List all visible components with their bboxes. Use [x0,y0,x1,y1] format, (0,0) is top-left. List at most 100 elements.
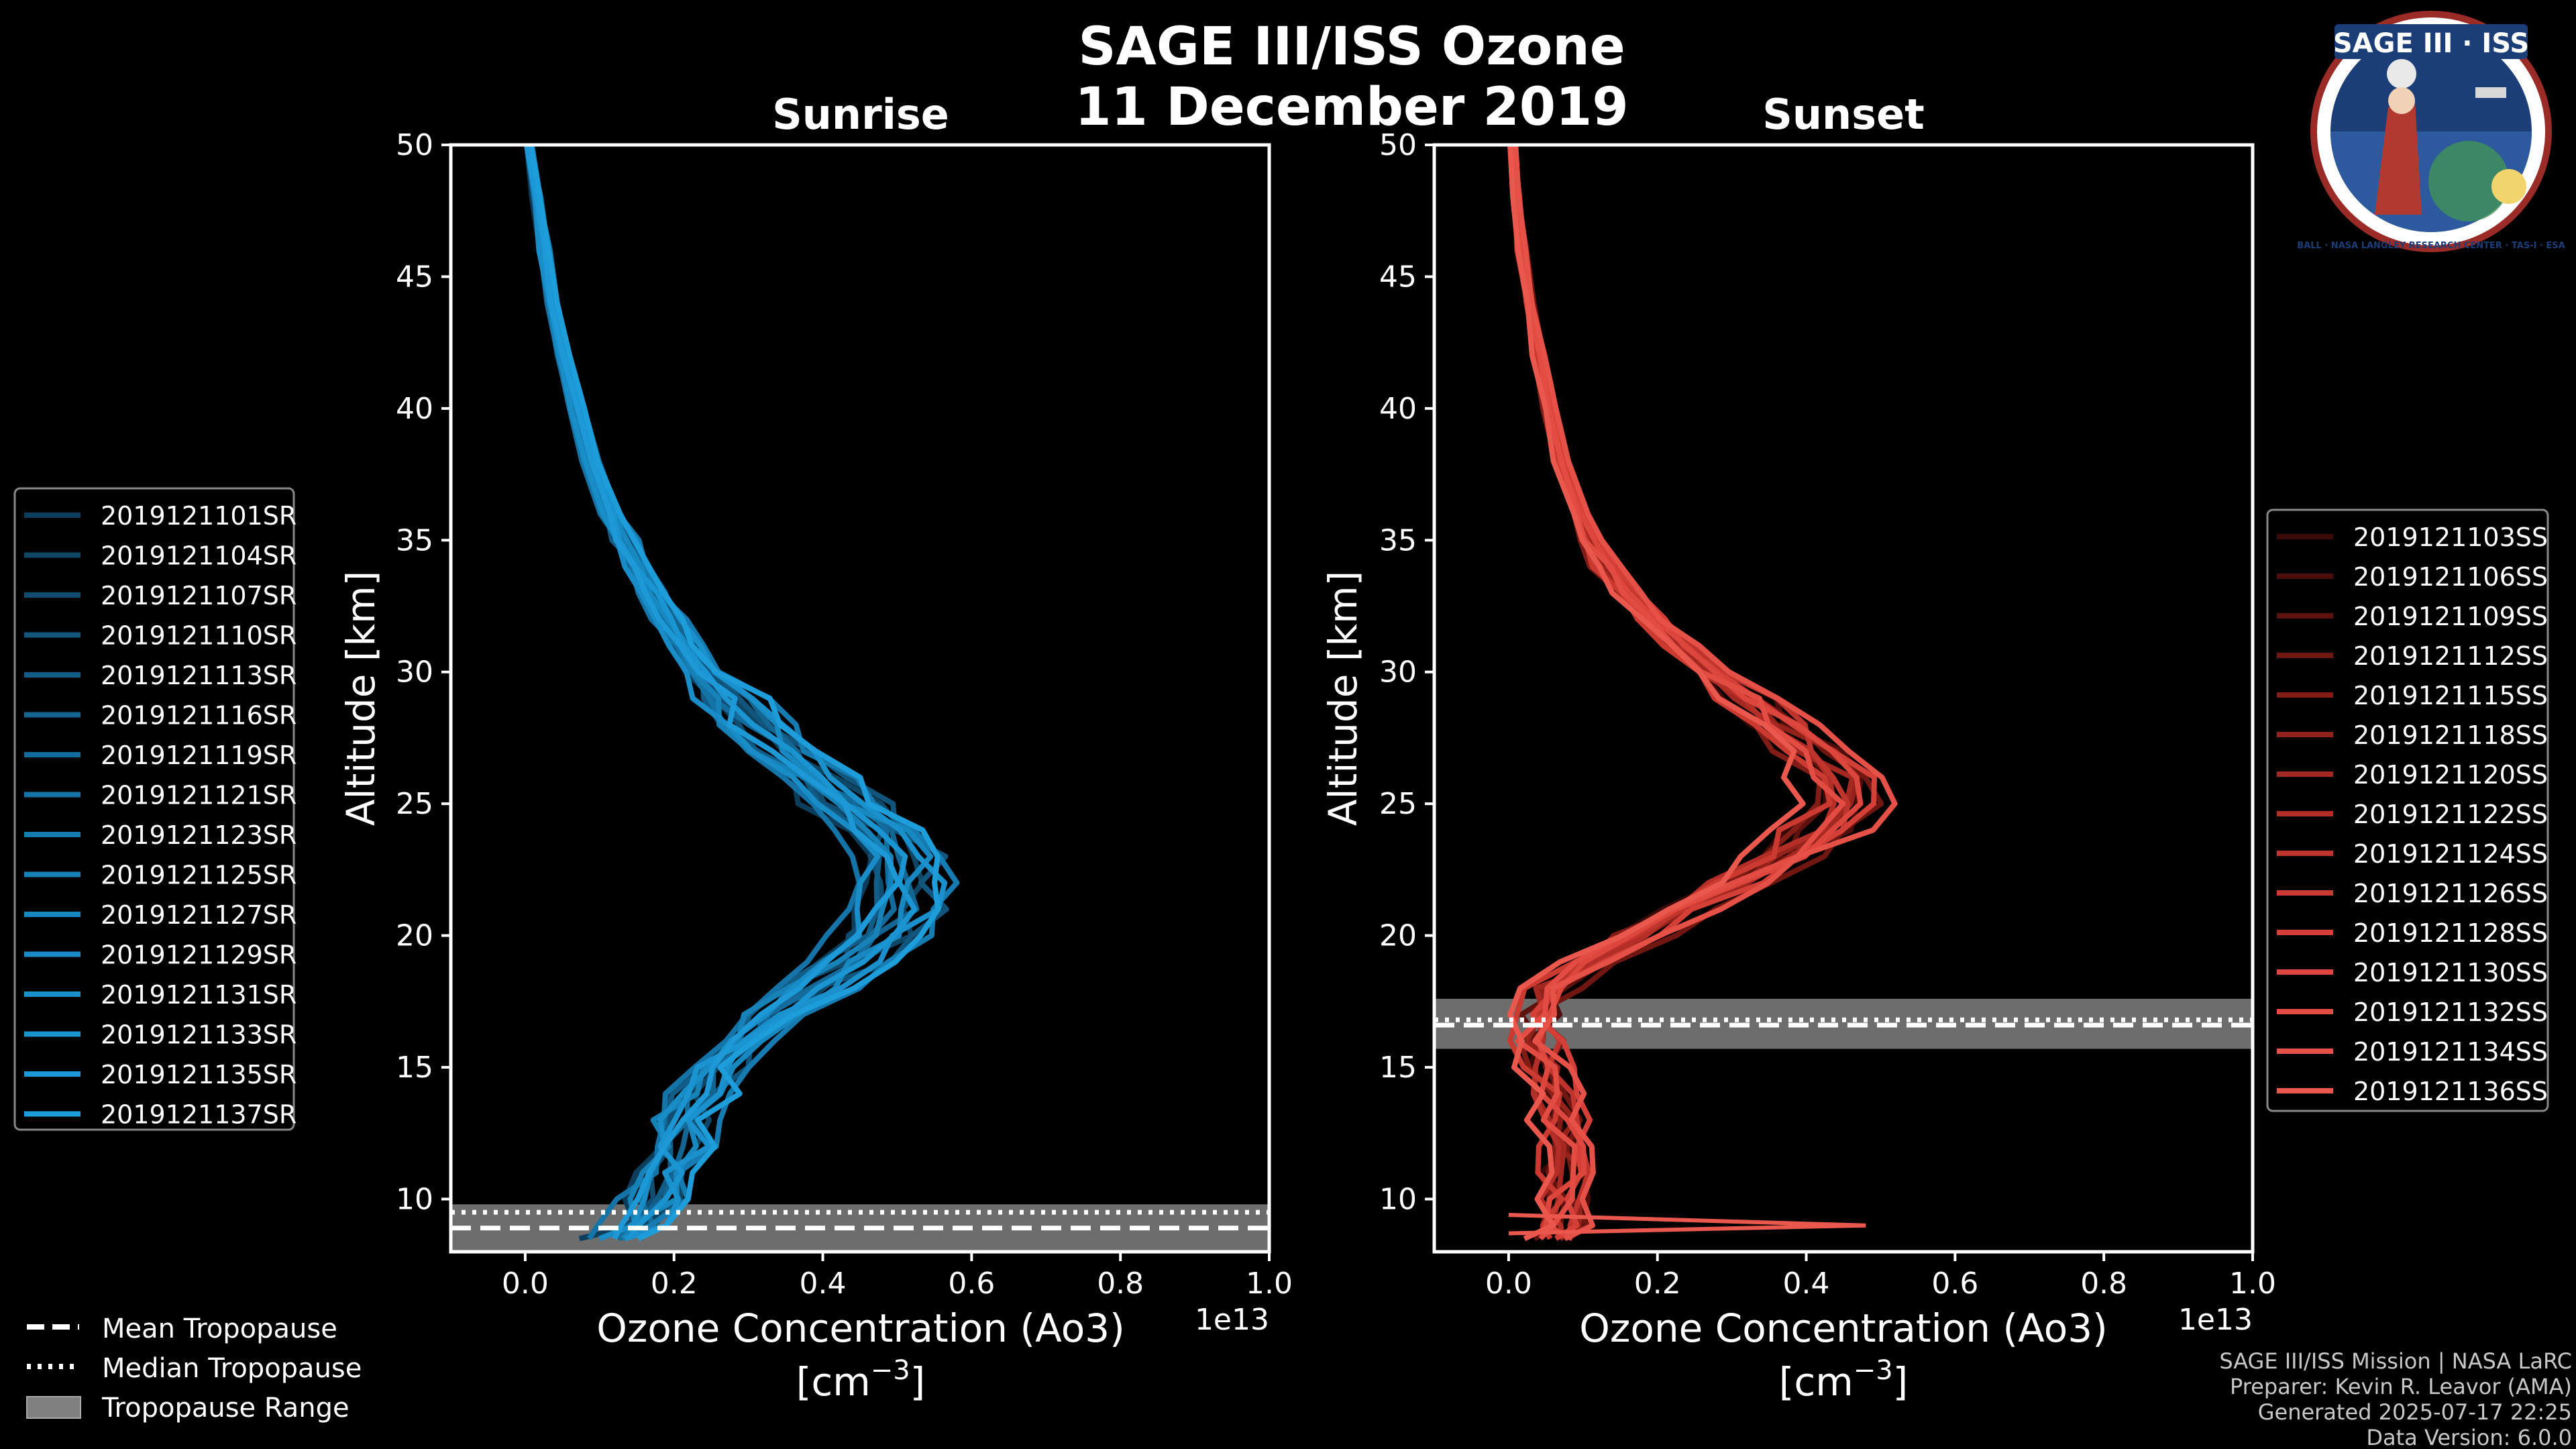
sunset-ytick-label: 25 [1379,787,1417,821]
tropopause-legend: Mean Tropopause Median Tropopause Tropop… [26,1313,362,1424]
sunrise-legend-label: 2019121135SR [101,1060,297,1089]
footer-data-version: Data Version: 6.0.0 [2366,1425,2572,1449]
profile-2019121130SS [1510,145,1864,1241]
sunset-legend-frame [2266,508,2549,1112]
sunset-legend-label: 2019121103SS [2353,523,2548,552]
profile-2019121135SR [524,145,901,1240]
sunrise-xtick-label: 0.6 [948,1267,995,1301]
sunset-plot-area [1434,145,2253,1242]
sunset-legend-label: 2019121115SS [2353,681,2548,710]
sunset-xtick-label: 1.0 [2229,1267,2276,1301]
sunset-legend-label: 2019121126SS [2353,879,2548,908]
sunset-legend-label: 2019121120SS [2353,760,2548,790]
sunrise-legend-label: 2019121129SR [101,941,297,970]
profile-2019121124SS [1509,145,1851,1239]
profile-2019121134SS [1513,145,1898,1242]
sunset-legend-label: 2019121106SS [2353,562,2548,592]
logo-name: SAGE III · ISS [2333,28,2529,59]
profile-2019121137SR [527,145,941,1242]
sunrise-legend-frame [13,487,295,1131]
sunset-xtick-label: 0.6 [1931,1267,1978,1301]
sunset-y-axis-label: Altitude [km] [1320,571,1366,826]
sunset-legend-label: 2019121109SS [2353,602,2548,631]
sunset-ytick-label: 40 [1379,392,1417,426]
sunrise-ytick-label: 35 [396,523,433,557]
sunrise-legend-label: 2019121121SR [101,781,297,810]
sunset-ytick-label: 30 [1379,655,1417,690]
footer-preparer: Preparer: Kevin R. Leavor (AMA) [2230,1374,2572,1399]
sunset-x-axis-label: Ozone Concentration (Ao3) [1579,1305,2108,1351]
sunrise-ytick-label: 20 [396,919,433,953]
sunset-ytick-label: 20 [1379,919,1417,953]
sunset-legend: 2019121103SS 2019121106SS 2019121109SS 2019… [2266,508,2549,1112]
sunrise-plot-area [451,145,1269,1252]
sunrise-legend-label: 2019121116SR [101,701,297,731]
astronomer-figure [2375,101,2422,215]
sunrise-y-axis-label: Altitude [km] [338,571,384,826]
sunset-legend-label: 2019121134SS [2353,1037,2548,1067]
earth-icon [2428,141,2509,221]
sunset-legend-label: 2019121128SS [2353,918,2548,948]
sunset-x-offset-label: 1e13 [2178,1303,2253,1337]
footer-credits: SAGE III/ISS Mission | NASA LaRC Prepare… [2219,1348,2572,1449]
sunrise-xtick-label: 0.2 [651,1267,698,1301]
sunrise-legend-label: 2019121123SR [101,820,297,850]
sunrise-legend-label: 2019121125SR [101,861,297,890]
sage-iii-iss-logo: SAGE III · ISS BALL · NASA LANGLEY RESEA… [2297,11,2565,252]
sunrise-ytick-label: 10 [396,1182,433,1216]
sunset-xtick-label: 0.8 [2080,1267,2127,1301]
sunrise-xtick-label: 1.0 [1246,1267,1293,1301]
sunset-panel-title: Sunset [1762,90,1925,139]
profile-2019121136SS [1507,145,1806,1242]
sunrise-x-axis-units: [cm−3] [796,1355,926,1405]
sunset-ytick-label: 10 [1379,1182,1417,1216]
sunrise-legend-label: 2019121110SR [101,621,297,651]
sunset-panel: Sunset 0.0 0.2 0.4 0.6 0.8 1.0 10 15 20 25 30 35 40… [1320,90,2276,1405]
sunset-x-axis-units: [cm−3] [1779,1355,1909,1405]
sunrise-legend-label: 2019121119SR [101,741,297,770]
sunset-ytick-label: 35 [1379,523,1417,557]
sunset-legend-label: 2019121130SS [2353,958,2548,987]
sunrise-ytick-label: 30 [396,655,433,690]
sunset-ytick-label: 50 [1379,128,1417,162]
sunset-legend-label: 2019121132SS [2353,998,2548,1027]
sunrise-legend-label: 2019121104SR [101,541,297,571]
sunrise-legend-label: 2019121131SR [101,980,297,1010]
profile-2019121120SS [1509,145,1856,1240]
sunrise-xtick-label: 0.0 [502,1267,549,1301]
sunrise-xtick-label: 0.4 [800,1267,847,1301]
footer-generated: Generated 2025-07-17 22:25 [2258,1399,2572,1425]
sunset-legend-label: 2019121118SS [2353,720,2548,750]
sunrise-legend-label: 2019121113SR [101,661,297,690]
profile-2019121112SS [1509,145,1884,1241]
sunset-ytick-label: 15 [1379,1051,1417,1085]
sunset-legend-label: 2019121112SS [2353,641,2548,671]
profile-2019121129SR [524,145,881,1242]
figure-title: SAGE III/ISS Ozone [1078,17,1625,77]
sunrise-legend-label: 2019121133SR [101,1020,297,1050]
sunrise-legend-label: 2019121107SR [101,581,297,610]
sunset-plot-frame [1432,143,2255,1254]
profile-2019121128SS [1511,145,1878,1241]
sunset-ytick-label: 45 [1379,260,1417,294]
moon-icon [2387,59,2416,89]
satellite-icon [2475,87,2506,98]
profile-2019121132SS [1507,145,1846,1241]
sun-icon [2491,169,2526,204]
sunrise-ytick-label: 50 [396,128,433,162]
sunset-low-altitude-spike [1508,1213,1866,1236]
sunset-legend-label: 2019121136SS [2353,1077,2548,1106]
sunrise-x-offset-label: 1e13 [1195,1303,1269,1337]
sunset-xtick-label: 0.4 [1783,1267,1830,1301]
sunrise-legend: 2019121101SR 2019121104SR 2019121107SR 2019… [13,487,297,1131]
sunrise-panel-title: Sunrise [772,90,949,139]
sunset-legend-label: 2019121124SS [2353,839,2548,869]
profile-2019121118SS [1508,145,1860,1241]
tropopause-range-swatch [26,1396,81,1419]
profile-2019121106SS [1507,145,1864,1241]
sunset-legend-label: 2019121122SS [2353,800,2548,829]
logo-ring-text: BALL · NASA LANGLEY RESEARCH CENTER · TA… [2297,241,2565,251]
figure-subtitle: 11 December 2019 [1075,77,1628,138]
sunrise-ytick-label: 40 [396,392,433,426]
